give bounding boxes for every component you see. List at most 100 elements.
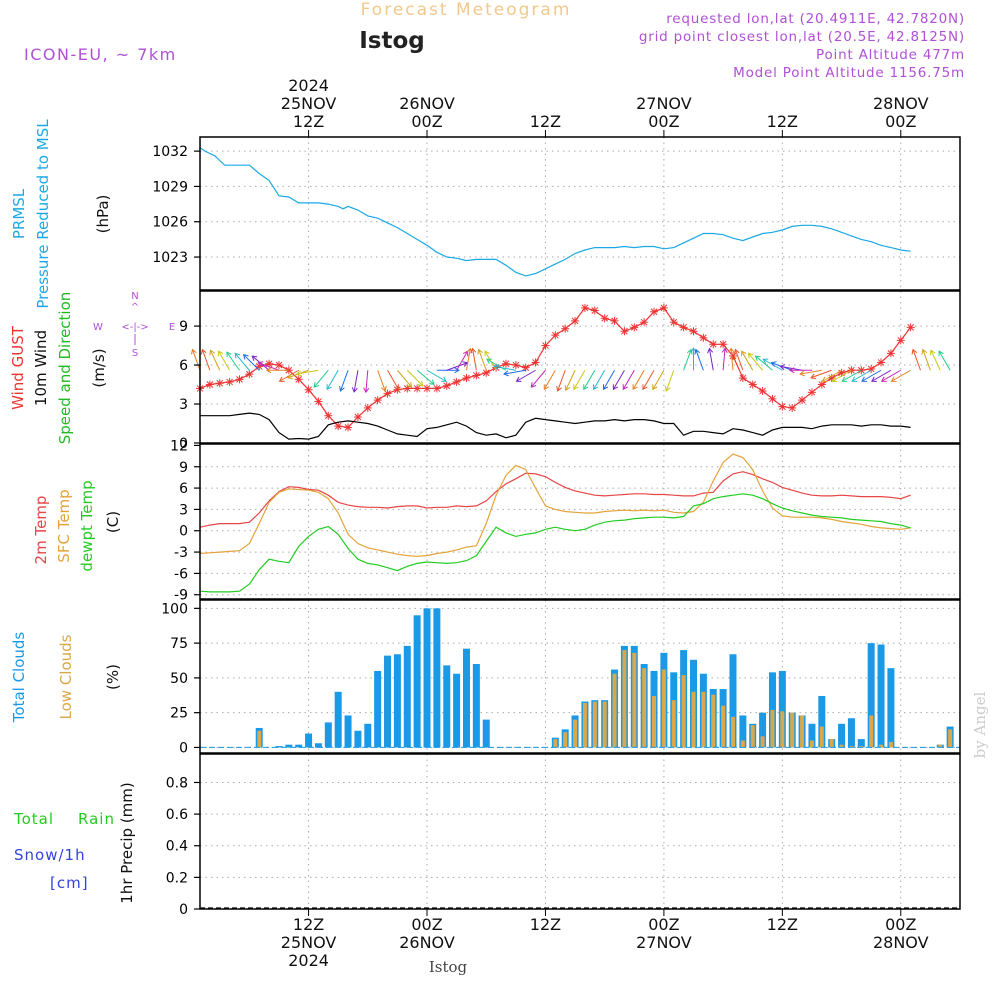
wind-direction-arrow: [741, 350, 754, 371]
wind-direction-arrow: [788, 367, 812, 374]
gust-point: [728, 351, 737, 360]
time-label-bottom: 27NOV: [636, 933, 692, 952]
gust-star-stroke: [206, 381, 214, 388]
low-cloud-bar: [888, 741, 893, 748]
arrow-shaft: [861, 369, 882, 382]
gust-point: [205, 380, 214, 389]
wind-direction-arrow: [226, 351, 240, 371]
arrow-shaft: [755, 355, 773, 371]
footer-station: Istog: [429, 958, 468, 976]
total-cloud-bar: [423, 608, 431, 748]
total-cloud-bar: [729, 654, 737, 748]
arrow-shaft: [258, 362, 280, 371]
time-label-bottom: 2024: [288, 951, 329, 970]
wind-direction-arrow: [573, 369, 586, 391]
gust-star-stroke: [364, 404, 372, 412]
time-label-bottom: 25NOV: [281, 933, 337, 952]
gust-star-stroke: [660, 304, 668, 312]
total-cloud-label: Total Clouds: [10, 632, 28, 724]
gust-point: [353, 413, 362, 422]
total-cloud-bar: [384, 655, 392, 748]
total-cloud-bar: [314, 743, 322, 748]
gust-star-stroke: [305, 386, 312, 394]
wind-direction-arrow: [664, 370, 675, 392]
compass-up-arrow: ^: [131, 302, 139, 313]
low-cloud-bar: [800, 715, 805, 748]
gust-point: [679, 323, 688, 332]
arrow-shaft: [573, 369, 586, 390]
low-cloud-bar: [938, 744, 943, 748]
ytick-label: 3: [179, 502, 188, 518]
ytick-label: 6: [179, 481, 188, 497]
arrow-head: [226, 351, 232, 358]
arrow-shaft: [296, 369, 319, 375]
arrow-shaft: [340, 370, 349, 392]
low-cloud-bar: [602, 701, 607, 748]
wind-direction-arrow: [339, 370, 349, 392]
gust-star-stroke: [650, 308, 658, 316]
gust-star-stroke: [354, 413, 362, 421]
gust-point: [432, 384, 441, 393]
gust-point: [640, 318, 649, 327]
wind-direction-arrow: [218, 350, 231, 371]
gust-star-stroke: [581, 304, 589, 312]
time-label-top: 27NOV: [636, 94, 692, 113]
ytick-label: 1029: [152, 179, 188, 195]
ytick-label: 0.6: [166, 807, 188, 823]
temp-units: (C): [104, 511, 122, 533]
ytick-label: 0.8: [166, 775, 188, 791]
low-cloud-bar: [721, 705, 726, 748]
wind-direction-arrow: [921, 348, 931, 371]
total-cloud-bar: [413, 615, 421, 748]
low-cloud-bar: [730, 716, 735, 748]
wind-direction-arrow: [543, 369, 556, 391]
wind-direction-arrow: [377, 370, 387, 392]
arrow-shaft: [234, 353, 250, 371]
low-cloud-bar: [592, 701, 597, 748]
arrow-shaft: [387, 369, 399, 390]
gust-star-stroke: [542, 342, 549, 349]
gust-point: [886, 349, 895, 358]
compass-n: N: [131, 291, 138, 302]
total-cloud-bar: [847, 718, 855, 748]
gust-star-stroke: [818, 381, 826, 388]
arrow-head: [351, 387, 358, 393]
arrow-shaft: [642, 369, 655, 390]
arrow-head: [251, 355, 258, 361]
low-cloud-bar: [829, 739, 834, 748]
wind-direction-arrow: [530, 369, 546, 388]
ytick-label: -9: [174, 588, 188, 604]
arrow-head: [393, 384, 400, 391]
low-cloud-bar: [760, 736, 765, 748]
arrow-shaft: [543, 369, 556, 390]
gust-star-stroke: [769, 395, 776, 403]
arrow-head: [265, 367, 272, 374]
low-cloud-bar: [809, 740, 814, 748]
wind-direction-arrow: [477, 348, 487, 371]
ytick-label: -6: [174, 566, 188, 582]
arrow-shaft: [748, 353, 763, 371]
arrow-shaft: [780, 365, 803, 371]
gust-point: [225, 377, 234, 386]
total-cloud-bar: [462, 648, 470, 748]
arrow-shaft: [603, 369, 615, 390]
arrow-head: [770, 361, 777, 367]
dewpt-line: [199, 493, 911, 593]
gust-star-stroke: [778, 403, 786, 410]
time-label-bottom: 12Z: [767, 915, 798, 934]
total-cloud-bar: [374, 670, 382, 748]
arrow-shaft: [478, 349, 487, 371]
arrow-shaft: [912, 349, 921, 371]
arrow-shaft: [810, 369, 832, 379]
gust-star-stroke: [907, 324, 915, 331]
low-cloud-bar: [563, 732, 568, 748]
wind-direction-arrow: [456, 350, 469, 371]
wind-direction-arrow: [234, 352, 250, 371]
total-cloud-bar: [433, 608, 441, 748]
gust-point: [314, 397, 323, 406]
total-cloud-bar: [453, 673, 461, 748]
low-cloud-bar: [711, 694, 716, 748]
wind-direction-arrow: [484, 350, 497, 371]
arrow-head: [612, 384, 619, 391]
arrow-shaft: [832, 369, 852, 382]
